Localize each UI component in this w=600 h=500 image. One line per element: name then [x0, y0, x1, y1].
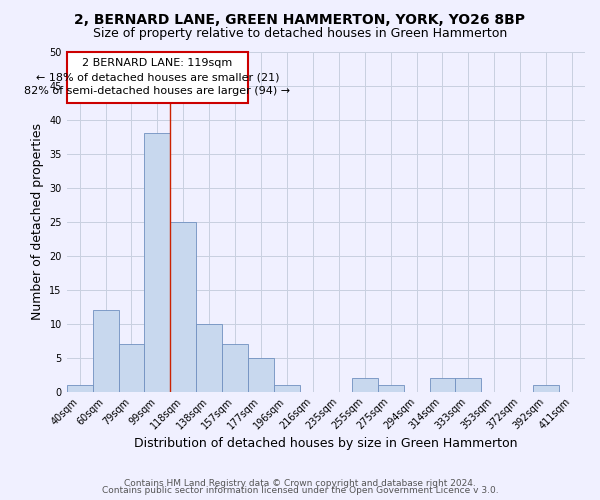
Bar [430, 378, 455, 392]
Bar [455, 378, 481, 392]
Text: Contains public sector information licensed under the Open Government Licence v : Contains public sector information licen… [101, 486, 499, 495]
Bar [145, 133, 170, 392]
Bar [274, 385, 300, 392]
Bar [92, 310, 119, 392]
FancyBboxPatch shape [67, 52, 248, 102]
Text: Contains HM Land Registry data © Crown copyright and database right 2024.: Contains HM Land Registry data © Crown c… [124, 478, 476, 488]
Bar [352, 378, 377, 392]
Bar [533, 385, 559, 392]
Bar [222, 344, 248, 392]
Text: 2 BERNARD LANE: 119sqm
← 18% of detached houses are smaller (21)
82% of semi-det: 2 BERNARD LANE: 119sqm ← 18% of detached… [25, 58, 290, 96]
Bar [119, 344, 145, 392]
Bar [67, 385, 92, 392]
Bar [248, 358, 274, 392]
Bar [170, 222, 196, 392]
Y-axis label: Number of detached properties: Number of detached properties [31, 123, 44, 320]
Bar [377, 385, 404, 392]
Bar [196, 324, 222, 392]
Text: Size of property relative to detached houses in Green Hammerton: Size of property relative to detached ho… [93, 28, 507, 40]
X-axis label: Distribution of detached houses by size in Green Hammerton: Distribution of detached houses by size … [134, 437, 518, 450]
Text: 2, BERNARD LANE, GREEN HAMMERTON, YORK, YO26 8BP: 2, BERNARD LANE, GREEN HAMMERTON, YORK, … [74, 12, 526, 26]
